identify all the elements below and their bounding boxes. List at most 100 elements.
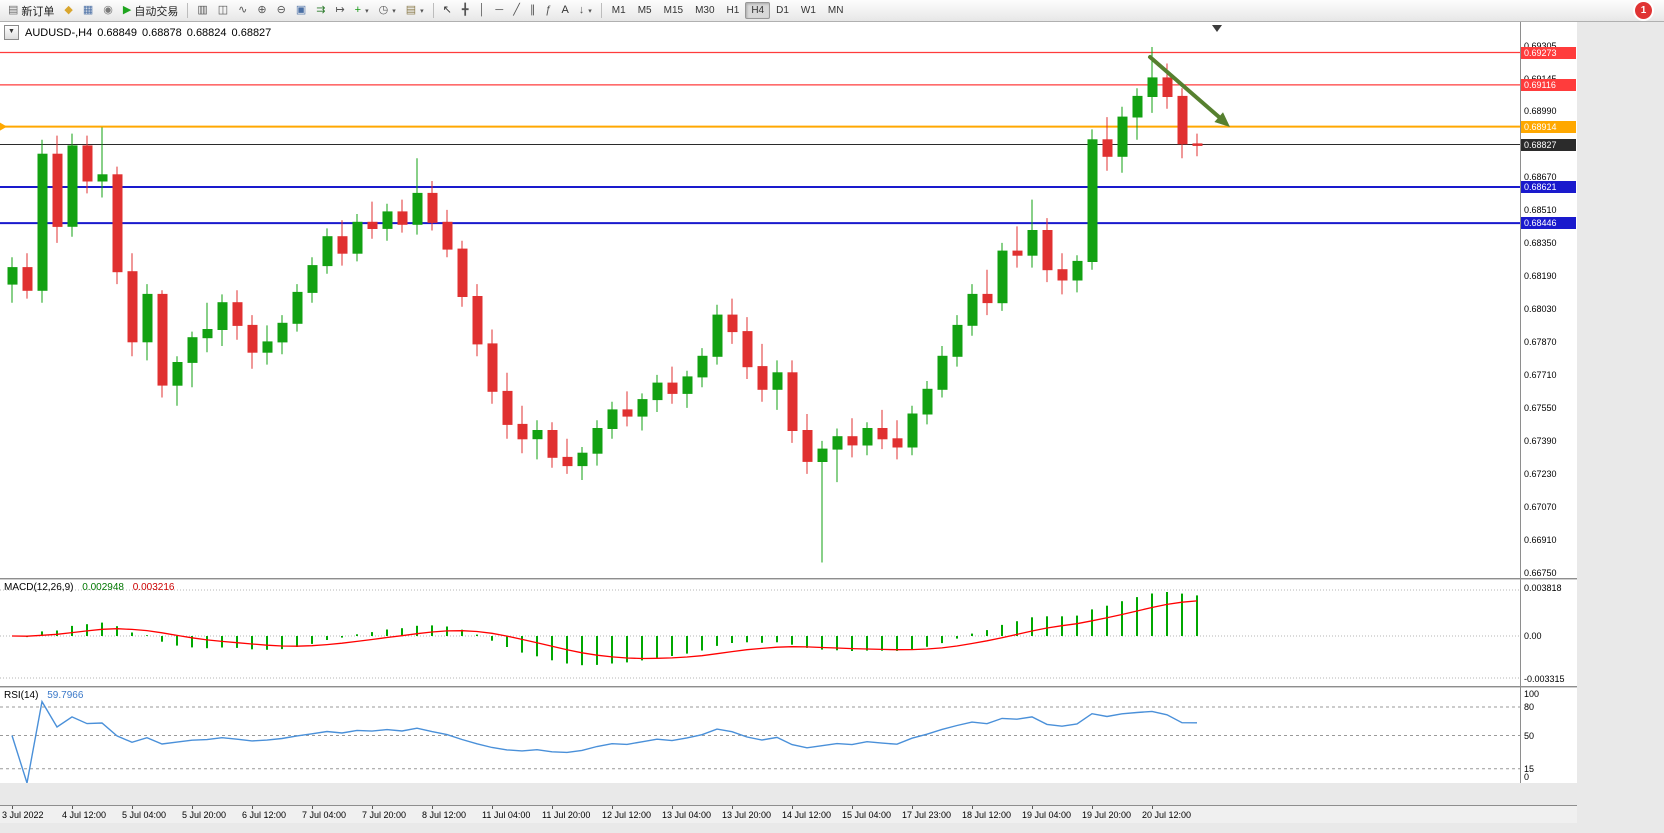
candlestick-chart-icon: ◫: [217, 4, 229, 16]
text-button[interactable]: A: [556, 1, 573, 21]
price-axis-label: 0.68030: [1524, 303, 1557, 314]
chart-shift-marker[interactable]: [1212, 25, 1222, 32]
chart-symbol-period: AUDUSD-,H4: [25, 26, 93, 39]
expander-caret-icon: ▼: [8, 28, 15, 35]
time-axis-label: 5 Jul 20:00: [182, 810, 227, 820]
rsi-indicator-panel[interactable]: [0, 688, 1520, 783]
one-click-trading-expander[interactable]: ▼: [4, 25, 19, 40]
candle: [1132, 88, 1143, 140]
candle: [937, 346, 948, 398]
metaeditor-button[interactable]: ◆: [59, 1, 77, 21]
candle: [307, 257, 318, 303]
timeframe-mn-button[interactable]: MN: [827, 5, 844, 16]
timeframe-w1-button[interactable]: W1: [800, 5, 816, 16]
periods-button[interactable]: ◷ ▾: [374, 1, 401, 21]
time-axis-tick: [732, 806, 733, 809]
auto-scroll-button[interactable]: ⇉: [311, 1, 330, 21]
time-axis-label: 5 Jul 04:00: [122, 810, 167, 820]
time-axis-tick: [12, 806, 13, 809]
timeframe-d1-button[interactable]: D1: [776, 5, 789, 16]
horizontal-line-button[interactable]: ─: [490, 1, 508, 21]
new-order-button-label: 新订单: [21, 5, 55, 18]
toolbar: ▤ 新订单 ◆ ▦ ◉ ▶ 自动交易 ▥ ◫ ∿ ⊕ ⊖ ▣ ⇉ ↦ + ▾ ◷ ▾ ▤ ▾ ↖ ╋ │ ─ ╱ ∥ ƒ A ↓ ▾ M1 M5…: [0, 0, 1664, 22]
macd-indicator-panel[interactable]: [0, 580, 1520, 686]
indicators-button[interactable]: + ▾: [350, 1, 374, 21]
candle: [127, 253, 138, 357]
vertical-line-button[interactable]: │: [474, 1, 491, 21]
time-axis-tick: [852, 806, 853, 809]
time-axis-tick: [1092, 806, 1093, 809]
notification-badge[interactable]: 1: [1635, 2, 1652, 19]
timeframe-h4-button[interactable]: H4: [745, 2, 771, 19]
time-axis-tick: [912, 806, 913, 809]
candle: [1072, 255, 1083, 293]
tile-windows-button[interactable]: ▣: [291, 1, 311, 21]
time-axis-label: 3 Jul 2022: [2, 810, 44, 820]
candle: [592, 420, 603, 466]
bar-chart-button[interactable]: ▥: [192, 1, 212, 21]
crosshair-button[interactable]: ╋: [457, 1, 474, 21]
line-chart-icon: ∿: [238, 4, 248, 16]
chart-window: ▼ AUDUSD-,H4 0.68849 0.68878 0.68824 0.6…: [0, 22, 1577, 783]
autotrading-button[interactable]: ▶ 自动交易: [118, 1, 183, 21]
macd-axis-label: 0.003818: [1524, 583, 1562, 593]
price-axis-label: 0.67390: [1524, 435, 1557, 446]
timeframe-m5-button[interactable]: M5: [637, 5, 652, 16]
line-chart-button[interactable]: ∿: [233, 1, 252, 21]
candle: [52, 135, 63, 243]
templates-button[interactable]: ▤ ▾: [401, 1, 429, 21]
dropdown-caret-icon: ▾: [420, 7, 424, 15]
toolbar-separator: [187, 3, 189, 18]
zoom-out-button[interactable]: ⊖: [272, 1, 291, 21]
trendline-icon: ╱: [513, 4, 520, 16]
candle: [577, 447, 588, 480]
candle: [727, 298, 738, 344]
trendline-button[interactable]: ╱: [508, 1, 525, 21]
candle: [112, 166, 123, 285]
time-axis-label: 19 Jul 04:00: [1022, 810, 1072, 820]
new-order-button[interactable]: ▤ 新订单: [3, 1, 59, 21]
time-axis-tick: [132, 806, 133, 809]
timeframe-h1-button[interactable]: H1: [726, 5, 740, 16]
candlestick-chart-button[interactable]: ◫: [213, 1, 233, 21]
price-level-badge: 0.68621: [1521, 181, 1576, 193]
panel-divider[interactable]: [0, 686, 1577, 688]
time-axis-tick: [252, 806, 253, 809]
main-chart-plot[interactable]: [0, 22, 1520, 578]
candle: [1087, 129, 1098, 270]
chart-window-button[interactable]: ▦: [78, 1, 98, 21]
panel-divider[interactable]: [0, 578, 1577, 580]
ohlc-high: 0.68878: [142, 26, 182, 39]
timeframe-m30-button[interactable]: M30: [695, 5, 715, 16]
timeframe-m1-button[interactable]: M1: [611, 5, 626, 16]
price-level-badge: 0.69116: [1521, 78, 1576, 91]
periods-icon: ◷: [378, 4, 389, 16]
fibonacci-button[interactable]: ƒ: [540, 1, 556, 21]
candle: [7, 257, 18, 303]
arrows-button[interactable]: ↓ ▾: [574, 1, 597, 21]
navigator-button[interactable]: ◉: [98, 1, 118, 21]
price-axis-label: 0.68670: [1524, 171, 1557, 182]
zoom-in-button[interactable]: ⊕: [252, 1, 271, 21]
chart-ohlc-header: ▼ AUDUSD-,H4 0.68849 0.68878 0.68824 0.6…: [4, 25, 276, 40]
time-axis-tick: [372, 806, 373, 809]
chart-shift-button[interactable]: ↦: [330, 1, 349, 21]
autotrading-icon: ▶: [122, 4, 132, 16]
chart-shift-icon: ↦: [335, 4, 345, 16]
time-axis[interactable]: 3 Jul 2022 4 Jul 12:00 5 Jul 04:00 5 Jul 20…: [0, 805, 1577, 823]
timeframe-m15-button[interactable]: M15: [663, 5, 684, 16]
time-axis-label: 19 Jul 20:00: [1082, 810, 1132, 820]
time-axis-tick: [1032, 806, 1033, 809]
price-level-badge: 0.68827: [1521, 138, 1576, 151]
toolbar-separator: [432, 3, 434, 18]
time-axis-label: 8 Jul 12:00: [422, 810, 467, 820]
cursor-button[interactable]: ↖: [438, 1, 457, 21]
time-axis-label: 13 Jul 20:00: [722, 810, 772, 820]
time-axis-label: 12 Jul 12:00: [602, 810, 652, 820]
time-axis-label: 14 Jul 12:00: [782, 810, 832, 820]
price-level-badge: 0.68914: [1521, 120, 1576, 133]
price-level-badge: 0.68446: [1521, 217, 1576, 230]
candle: [1192, 133, 1203, 157]
channel-button[interactable]: ∥: [525, 1, 541, 21]
trend-arrow-annotation[interactable]: [1148, 55, 1230, 127]
